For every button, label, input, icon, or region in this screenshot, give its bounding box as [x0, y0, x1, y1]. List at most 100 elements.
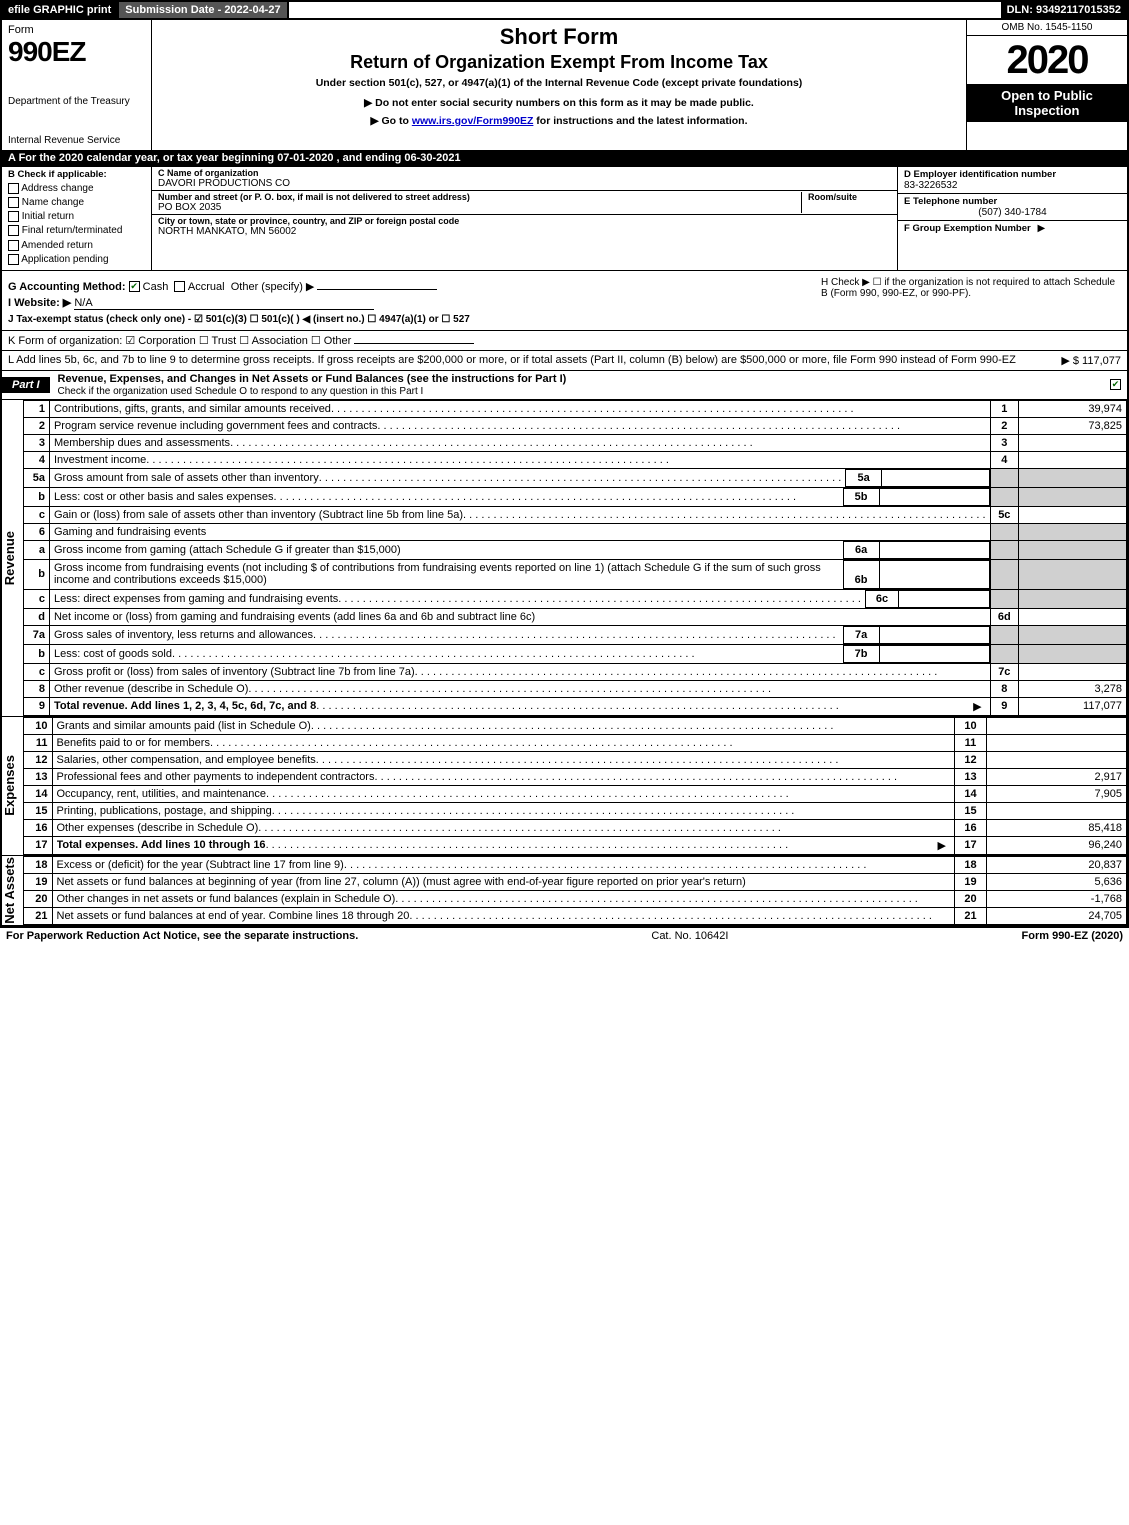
tel-label: E Telephone number [904, 196, 1121, 207]
go-suffix: for instructions and the latest informat… [533, 115, 747, 127]
check-name-change[interactable]: Name change [8, 197, 145, 208]
check-initial-return[interactable]: Initial return [8, 211, 145, 222]
part-i-title: Revenue, Expenses, and Changes in Net As… [50, 371, 1110, 399]
table-row: cGross profit or (loss) from sales of in… [24, 663, 1127, 680]
part-i-checkbox[interactable] [1110, 379, 1127, 391]
footer: For Paperwork Reduction Act Notice, see … [0, 927, 1129, 944]
table-row: 8Other revenue (describe in Schedule O)8… [24, 680, 1127, 697]
room-suite: Room/suite [801, 192, 891, 213]
table-row: 4Investment income4 [24, 451, 1127, 468]
table-row: 18Excess or (deficit) for the year (Subt… [24, 856, 1127, 873]
table-row: bLess: cost of goods sold7b [24, 644, 1127, 663]
tel-value: (507) 340-1784 [904, 207, 1121, 218]
table-row: 6Gaming and fundraising events [24, 523, 1127, 540]
k-other-input[interactable] [354, 343, 474, 344]
table-row: 2Program service revenue including gover… [24, 417, 1127, 434]
table-row: cLess: direct expenses from gaming and f… [24, 589, 1127, 608]
subtitle: Under section 501(c), 527, or 4947(a)(1)… [160, 77, 958, 89]
table-row: 21Net assets or fund balances at end of … [24, 907, 1127, 924]
form-label: Form [8, 24, 145, 36]
revenue-side: Revenue [2, 400, 24, 716]
ein-value: 83-3226532 [904, 180, 1121, 191]
net-assets-table: 18Excess or (deficit) for the year (Subt… [24, 856, 1127, 925]
org-name-label: C Name of organization [158, 168, 290, 178]
ssn-warning: ▶ Do not enter social security numbers o… [160, 97, 958, 109]
table-row: 15Printing, publications, postage, and s… [24, 802, 1127, 819]
go-to-link-line: ▶ Go to www.irs.gov/Form990EZ for instru… [160, 115, 958, 127]
table-row: aGross income from gaming (attach Schedu… [24, 540, 1127, 559]
dln-label: DLN: [1007, 4, 1033, 16]
box-b: B Check if applicable: Address change Na… [2, 167, 152, 270]
table-row: bLess: cost or other basis and sales exp… [24, 487, 1127, 506]
org-name-row: C Name of organization DAVORI PRODUCTION… [152, 167, 897, 191]
table-row: 1Contributions, gifts, grants, and simil… [24, 400, 1127, 417]
form-frame: Form 990EZ Department of the Treasury In… [0, 20, 1129, 927]
room-label: Room/suite [808, 192, 891, 202]
irs-link[interactable]: www.irs.gov/Form990EZ [412, 115, 534, 127]
table-row: 9Total revenue. Add lines 1, 2, 3, 4, 5c… [24, 697, 1127, 715]
group-label: F Group Exemption Number [904, 223, 1031, 234]
part-i-check: Check if the organization used Schedule … [58, 386, 424, 397]
cash-checkbox[interactable] [129, 281, 140, 292]
box-b-title: B Check if applicable: [8, 169, 107, 180]
header-left: Form 990EZ Department of the Treasury In… [2, 20, 152, 150]
table-row: 16Other expenses (describe in Schedule O… [24, 819, 1127, 836]
efile-label: efile GRAPHIC print [2, 2, 119, 18]
tax-exempt-status: J Tax-exempt status (check only one) - ☑… [8, 313, 801, 325]
section-h: H Check ▶ ☐ if the organization is not r… [821, 277, 1121, 328]
table-row: dNet income or (loss) from gaming and fu… [24, 608, 1127, 625]
tax-year: 2020 [967, 36, 1127, 84]
street-row: Number and street (or P. O. box, if mail… [152, 191, 897, 215]
topbar-spacer [289, 2, 1001, 18]
revenue-table: 1Contributions, gifts, grants, and simil… [24, 400, 1127, 716]
open-to-public: Open to Public Inspection [967, 84, 1127, 122]
table-row: 14Occupancy, rent, utilities, and mainte… [24, 785, 1127, 802]
group-arrow: ▶ [1037, 223, 1045, 234]
department: Department of the Treasury [8, 96, 145, 107]
i-label: I Website: ▶ [8, 297, 71, 309]
city: NORTH MANKATO, MN 56002 [158, 226, 459, 237]
irs-label: Internal Revenue Service [8, 135, 145, 146]
accrual-label: Accrual [188, 281, 225, 293]
other-specify-input[interactable] [317, 289, 437, 290]
l-text: L Add lines 5b, 6c, and 7b to line 9 to … [8, 354, 1053, 367]
check-amended-return[interactable]: Amended return [8, 240, 145, 251]
ein-row: D Employer identification number 83-3226… [898, 167, 1127, 194]
accounting-method: G Accounting Method: Cash Accrual Other … [8, 280, 801, 293]
net-assets-block: Net Assets 18Excess or (deficit) for the… [2, 855, 1127, 925]
website-line: I Website: ▶ N/A [8, 296, 801, 310]
go-prefix: ▶ Go to [371, 115, 412, 127]
group-row: F Group Exemption Number ▶ [898, 221, 1127, 236]
table-row: 13Professional fees and other payments t… [24, 768, 1127, 785]
table-row: 5aGross amount from sale of assets other… [24, 468, 1127, 487]
expenses-table: 10Grants and similar amounts paid (list … [24, 717, 1127, 855]
cash-label: Cash [143, 281, 169, 293]
section-g-left: G Accounting Method: Cash Accrual Other … [8, 277, 801, 328]
dln-value: 93492117015352 [1036, 4, 1121, 16]
section-g-h: G Accounting Method: Cash Accrual Other … [2, 270, 1127, 330]
part-i-header: Part I Revenue, Expenses, and Changes in… [2, 370, 1127, 399]
header-right: OMB No. 1545-1150 2020 Open to Public In… [967, 20, 1127, 150]
street: PO BOX 2035 [158, 202, 801, 213]
city-row: City or town, state or province, country… [152, 215, 897, 270]
check-address-change[interactable]: Address change [8, 183, 145, 194]
box-c: C Name of organization DAVORI PRODUCTION… [152, 167, 897, 270]
table-row: 7aGross sales of inventory, less returns… [24, 625, 1127, 644]
check-application-pending[interactable]: Application pending [8, 254, 145, 265]
short-form-title: Short Form [160, 24, 958, 50]
top-bar: efile GRAPHIC print Submission Date - 20… [0, 0, 1129, 20]
header-center: Short Form Return of Organization Exempt… [152, 20, 967, 150]
org-name: DAVORI PRODUCTIONS CO [158, 178, 290, 189]
table-row: 20Other changes in net assets or fund ba… [24, 890, 1127, 907]
row-l: L Add lines 5b, 6c, and 7b to line 9 to … [2, 350, 1127, 370]
other-label: Other (specify) ▶ [231, 281, 315, 293]
table-row: 3Membership dues and assessments3 [24, 434, 1127, 451]
check-final-return[interactable]: Final return/terminated [8, 225, 145, 236]
dln: DLN: 93492117015352 [1001, 2, 1127, 18]
part-i-tag: Part I [2, 377, 50, 393]
j-line: J Tax-exempt status (check only one) - ☑… [8, 314, 470, 325]
tel-row: E Telephone number (507) 340-1784 [898, 194, 1127, 221]
accrual-checkbox[interactable] [174, 281, 185, 292]
table-row: 11Benefits paid to or for members11 [24, 734, 1127, 751]
ein-label: D Employer identification number [904, 169, 1121, 180]
